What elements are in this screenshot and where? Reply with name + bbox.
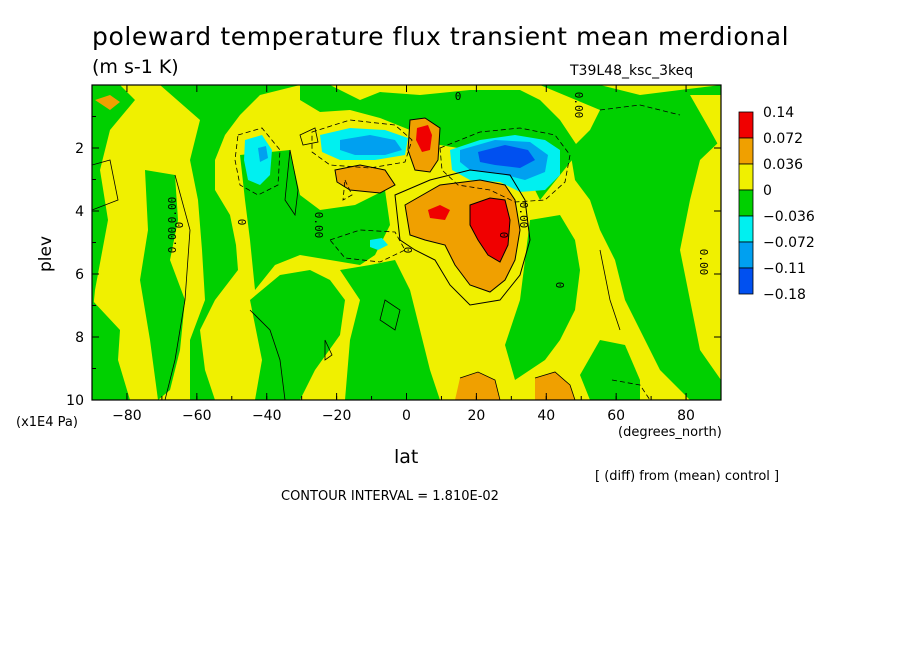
x-tick-label: −80 [112,408,142,424]
contour-label: 0 [497,232,510,239]
contour-label: 0 [401,247,414,254]
colorbar-swatch [738,137,754,165]
colorbar-label: 0.036 [763,157,803,173]
neg-contour-line [439,127,571,203]
contour-label: 0.00 [166,197,179,224]
x-tick-label: 60 [607,408,625,424]
chart-units: (m s-1 K) [92,56,179,78]
contour-line [324,339,333,361]
contour-line [284,149,299,217]
x-tick-label: −40 [252,408,282,424]
contour-label: 0.00 [517,202,530,229]
contour-line [404,179,521,293]
contour-label: 0.00 [697,249,710,276]
green-region [92,300,130,400]
contour-label: 0.00 [166,227,179,254]
colorbar-swatch [738,215,754,243]
neg-contour-line [311,119,413,169]
orange-region [455,372,500,400]
colorbar-label: −0.11 [763,261,806,277]
colorbar-label: 0.14 [763,105,794,121]
run-id: T39L48_ksc_3keq [570,63,694,79]
neg-contour-line [611,379,651,400]
contour-line [334,164,396,194]
contour-line [394,169,531,306]
neg-contour-line [599,104,681,116]
colorbar-swatch [738,163,754,191]
colorbar-swatch [738,241,754,269]
colorbar-label: −0.18 [763,287,806,303]
contour-label: 0 [235,219,248,226]
x-tick-label: −60 [182,408,212,424]
colorbar-swatch [738,111,754,139]
y-axis-ticks: 2 4 6 8 10 [66,116,721,409]
orange-region [335,165,395,193]
green-region [300,85,580,200]
contour-line [407,117,441,173]
contour-interval: CONTOUR INTERVAL = 1.810E-02 [281,489,499,504]
x-tick-label: 80 [677,408,695,424]
x-tick-label: 0 [402,408,411,424]
contour-line [459,371,501,400]
diff-note: [ (diff) from (mean) control ] [595,469,780,484]
chart-title: poleward temperature flux transient mean… [92,22,790,51]
contour-line [92,159,119,211]
orange-region [95,95,120,110]
x-tick-label: −20 [322,408,352,424]
red-region [416,125,432,152]
x-axis-unit: (degrees_north) [618,425,722,440]
green-region [160,85,300,400]
contour-line [249,309,286,400]
colorbar-label: −0.036 [763,209,815,225]
orange-region [535,372,575,400]
contour-line [469,197,511,263]
contour-label: 0 [553,282,566,289]
x-tick-label: 20 [467,408,485,424]
green-region [140,170,185,400]
colorbar-swatch [738,189,754,217]
colorbar: 0.14 0.072 0.036 0 −0.036 −0.072 −0.11 −0.18 [738,105,815,303]
neg-contour-line [342,178,353,201]
y-tick-label: 8 [75,330,84,346]
red-region [470,198,510,262]
x-tick-label: 40 [537,408,555,424]
dark-blue-region [478,145,535,168]
contour-line [164,174,191,400]
y-axis-unit: (x1E4 Pa) [16,415,78,430]
contour-line [299,127,319,146]
contour-label: 0.00 [572,92,585,119]
green-region [505,215,580,380]
green-region [580,340,640,400]
y-tick-label: 2 [75,141,84,157]
x-axis-label: lat [394,446,419,468]
y-tick-label: 10 [66,393,84,409]
contour-line [599,249,621,331]
colorbar-swatch [738,267,754,295]
contour-line [534,371,576,400]
blue-region [258,146,268,162]
contour-lines [92,104,681,400]
x-axis-ticks: −80 −60 −40 −20 0 20 40 60 80 [91,85,722,424]
green-region [690,95,721,150]
colorbar-label: 0 [763,183,772,199]
contour-label: 0.00 [312,212,325,239]
y-tick-label: 4 [75,204,84,220]
y-tick-label: 6 [75,267,84,283]
contour-line [379,299,401,331]
blue-region [340,135,402,155]
red-region [428,205,450,220]
green-region [92,85,135,320]
contour-label: 0 [455,90,462,103]
green-region [250,270,345,400]
contour-field [92,85,721,400]
cyan-region [370,238,388,250]
contour-label: 0 [173,222,186,229]
green-region [540,85,721,400]
colorbar-label: 0.072 [763,131,803,147]
green-region [340,260,440,400]
neg-contour-line [234,127,281,196]
colorbar-label: −0.072 [763,235,815,251]
